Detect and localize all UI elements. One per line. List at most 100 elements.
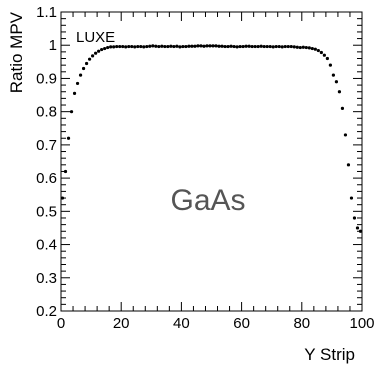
data-point [244, 44, 248, 48]
data-point [298, 45, 302, 50]
y-tick-label: 0.3 [36, 270, 57, 287]
data-point [124, 45, 128, 49]
data-point [202, 44, 206, 48]
experiment-label: LUXE [76, 29, 115, 46]
data-point [250, 44, 254, 49]
data-point [151, 44, 155, 48]
data-point [109, 45, 113, 49]
data-point [127, 44, 131, 49]
y-tick-label: 0.7 [36, 137, 57, 154]
data-point [97, 49, 101, 53]
data-point [196, 44, 200, 48]
data-point [133, 45, 137, 49]
data-point [232, 44, 236, 49]
data-point [115, 44, 119, 49]
data-point [319, 50, 323, 55]
data-point [184, 44, 188, 49]
x-axis-title: Y Strip [304, 345, 355, 364]
y-tick-label: 0.5 [36, 203, 57, 220]
y-tick-label: 0.6 [36, 170, 57, 187]
data-point [247, 44, 251, 48]
data-point [271, 45, 275, 49]
data-point [187, 44, 191, 48]
y-tick-label: 1 [49, 37, 57, 54]
data-point [157, 44, 161, 49]
data-point [112, 45, 116, 49]
data-point [190, 44, 194, 48]
data-point [145, 44, 149, 49]
data-point [208, 44, 212, 48]
data-point [256, 44, 260, 49]
data-point [226, 44, 230, 49]
x-axis-tick-labels: 0 20 40 60 80 100 [57, 315, 375, 332]
data-point [304, 45, 308, 50]
data-point [169, 44, 173, 48]
y-tick-label: 0.8 [36, 104, 57, 121]
data-point [69, 110, 74, 114]
data-point [94, 51, 98, 55]
y-tick-label: 1.1 [36, 4, 57, 21]
data-point [262, 44, 266, 49]
x-tick-label: 100 [349, 315, 374, 332]
data-point [60, 196, 65, 200]
data-point [160, 44, 164, 48]
data-point [118, 44, 122, 49]
data-point [241, 44, 245, 49]
data-point [166, 44, 170, 49]
data-point [307, 46, 311, 50]
data-point [328, 63, 332, 67]
data-point [214, 44, 218, 48]
data-point [75, 81, 80, 86]
data-point [337, 90, 342, 94]
data-point [289, 44, 293, 49]
data-point [259, 44, 263, 48]
data-point [295, 45, 299, 49]
x-tick-label: 80 [293, 315, 310, 332]
data-point [313, 47, 317, 51]
data-point [274, 44, 278, 49]
data-point [163, 44, 167, 49]
data-point [238, 44, 242, 49]
data-point [334, 80, 339, 84]
data-point [325, 56, 329, 61]
data-point [81, 66, 86, 71]
data-point [265, 44, 269, 49]
data-point [322, 53, 326, 57]
data-point [343, 133, 348, 137]
data-point [235, 45, 239, 49]
material-label: GaAs [170, 184, 245, 217]
data-point [178, 45, 182, 49]
data-point [148, 44, 152, 48]
data-point [331, 73, 336, 77]
data-point [340, 106, 345, 110]
data-point [310, 46, 314, 51]
x-tick-label: 60 [233, 315, 250, 332]
data-point [84, 61, 89, 66]
data-point [349, 196, 354, 200]
data-point [346, 163, 351, 167]
data-point [220, 44, 224, 48]
data-point [283, 44, 287, 49]
x-tick-label: 20 [113, 315, 130, 332]
data-point [316, 48, 320, 53]
data-point [229, 44, 233, 48]
data-point [277, 44, 281, 49]
data-point [352, 216, 357, 220]
data-point [286, 44, 290, 49]
data-point [63, 169, 68, 174]
data-point [358, 229, 363, 233]
data-point [301, 45, 305, 49]
data-point [66, 136, 71, 140]
y-axis-tick-labels: 0.2 0.3 0.4 0.5 0.6 0.7 0.8 0.9 1 1.1 [36, 4, 57, 320]
data-point [130, 44, 134, 49]
data-point [280, 45, 284, 49]
y-axis-title: Ratio MPV [7, 11, 26, 93]
data-point [139, 44, 143, 49]
data-points [60, 44, 363, 233]
data-point [121, 44, 125, 49]
y-tick-label: 0.2 [36, 303, 57, 320]
y-tick-label: 0.9 [36, 70, 57, 87]
data-point [175, 44, 179, 48]
data-point [292, 45, 296, 49]
